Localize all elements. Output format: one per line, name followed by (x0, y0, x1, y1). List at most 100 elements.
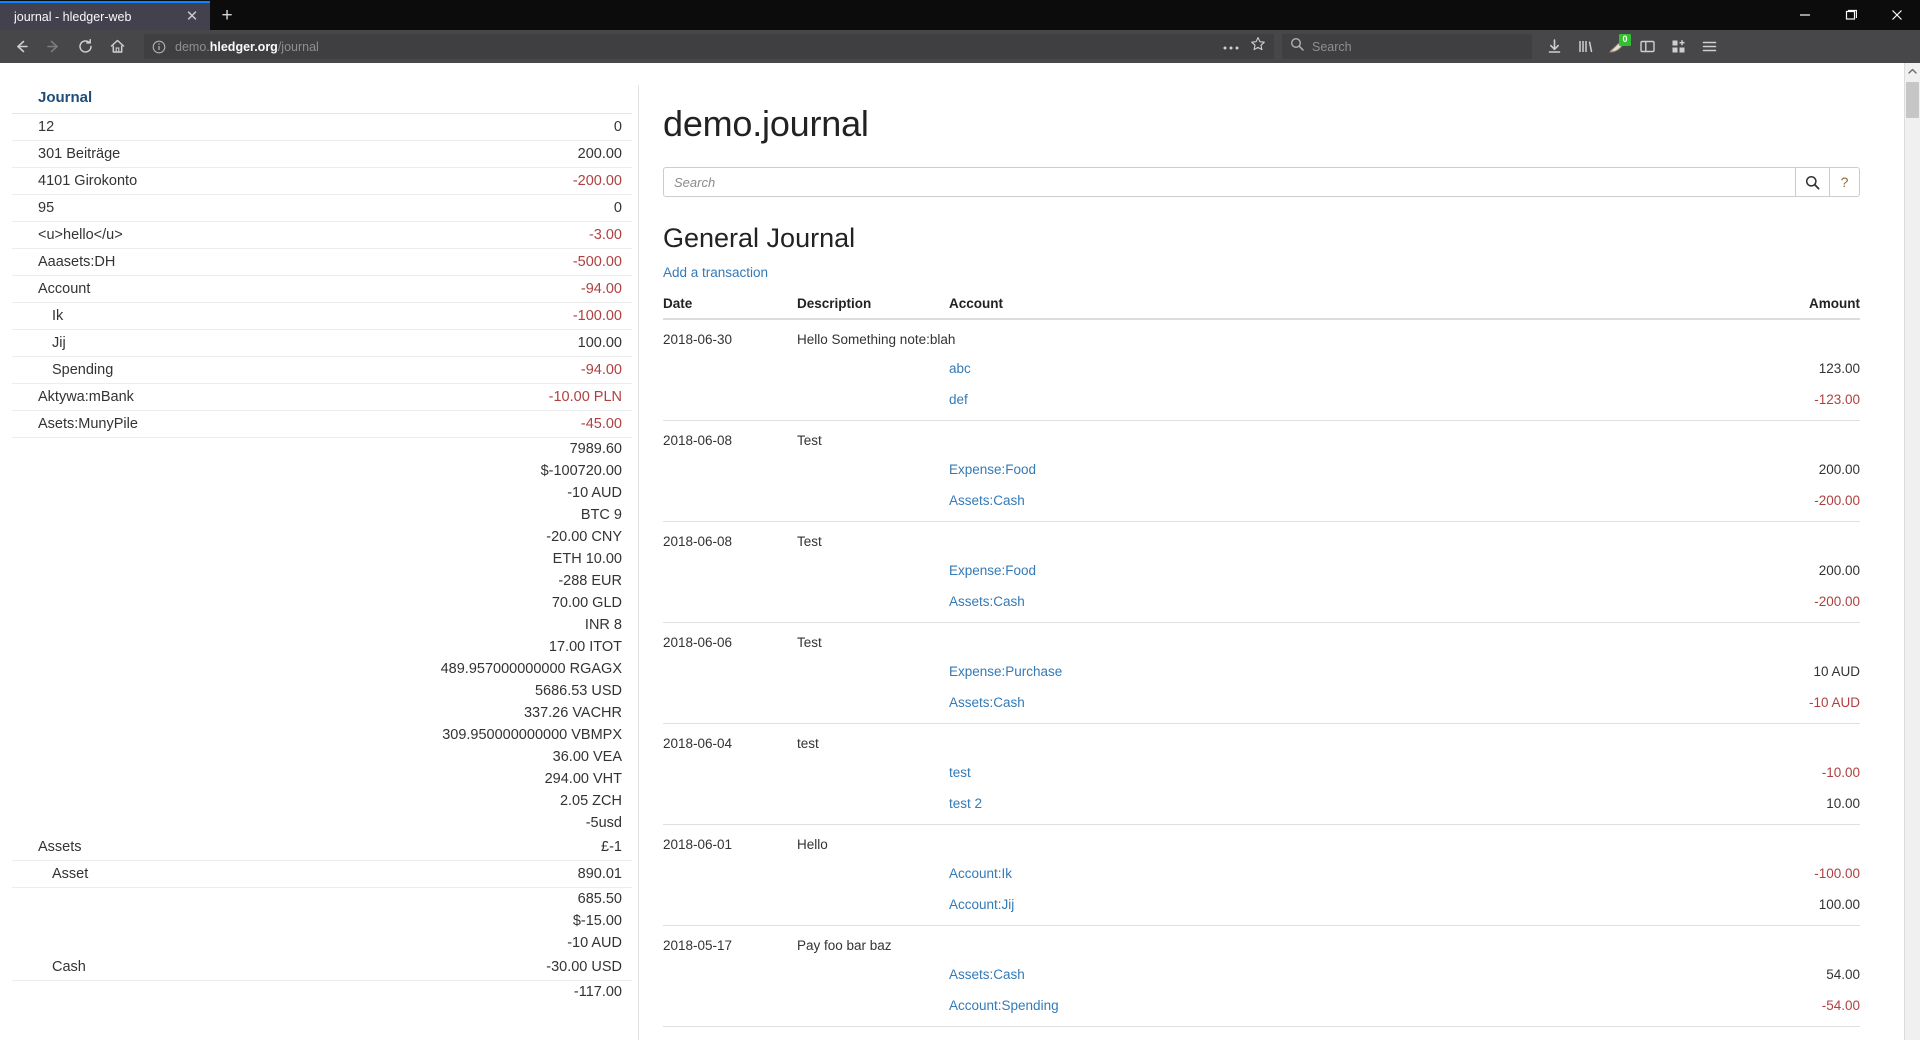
account-row[interactable]: Jij 100.00 (12, 329, 632, 357)
account-row[interactable]: $-100720.00 (12, 460, 632, 482)
posting-account-link[interactable]: Assets:Cash (949, 695, 1025, 710)
account-name[interactable]: 95 (12, 194, 270, 222)
posting-account-link[interactable]: Expense:Food (949, 462, 1037, 477)
account-row[interactable]: Asset 890.01 (12, 860, 632, 888)
account-row[interactable]: 4101 Girokonto -200.00 (12, 167, 632, 195)
search-submit-button[interactable] (1796, 167, 1830, 197)
posting-account-link[interactable]: test (949, 765, 971, 780)
extension-icon[interactable]: 0 (1602, 33, 1631, 61)
posting-account-link[interactable]: Assets:Cash (949, 493, 1025, 508)
posting-row[interactable]: Assets:Cash -10 AUD (663, 687, 1860, 724)
account-row[interactable]: -10 AUD (12, 932, 632, 954)
account-row[interactable]: Account -94.00 (12, 275, 632, 303)
hamburger-menu-icon[interactable] (1695, 33, 1724, 61)
table-row[interactable]: 2018-06-04 test (663, 724, 1860, 758)
account-name[interactable]: 12 (12, 113, 270, 141)
account-row[interactable]: -20.00 CNY (12, 526, 632, 548)
account-row[interactable]: Asets:MunyPile -45.00 (12, 410, 632, 438)
account-row[interactable]: Assets £-1 (12, 834, 632, 861)
account-row[interactable]: 5686.53 USD (12, 680, 632, 702)
account-row[interactable]: Aaasets:DH -500.00 (12, 248, 632, 276)
posting-row[interactable]: Expense:Food 200.00 (663, 555, 1860, 586)
account-row[interactable]: 70.00 GLD (12, 592, 632, 614)
account-row[interactable]: -10 AUD (12, 482, 632, 504)
posting-account-link[interactable]: Expense:Purchase (949, 664, 1063, 679)
account-name[interactable]: Account (12, 275, 270, 303)
ellipsis-icon[interactable] (1222, 38, 1240, 56)
search-input[interactable] (663, 167, 1796, 197)
posting-row[interactable]: Account:Jij 100.00 (663, 889, 1860, 926)
account-row[interactable]: -288 EUR (12, 570, 632, 592)
posting-account-link[interactable]: Assets:Cash (949, 967, 1025, 982)
table-row[interactable]: 2018-06-01 Hello (663, 825, 1860, 859)
reload-icon[interactable] (70, 33, 100, 61)
account-row[interactable]: 301 Beiträge 200.00 (12, 140, 632, 168)
table-row[interactable]: 2018-05-17 Pay foo bar baz (663, 926, 1860, 960)
posting-row[interactable]: Assets:Cash -200.00 (663, 485, 1860, 522)
library-icon[interactable] (1571, 33, 1600, 61)
account-row[interactable]: INR 8 (12, 614, 632, 636)
scrollbar-thumb[interactable] (1906, 82, 1919, 118)
posting-row[interactable]: test 2 10.00 (663, 788, 1860, 825)
posting-account-link[interactable]: Expense:Food (949, 563, 1037, 578)
posting-account-link[interactable]: test 2 (949, 796, 983, 811)
account-row[interactable]: $-15.00 (12, 910, 632, 932)
table-row[interactable]: 2018-05-17asdfadf (663, 1027, 1860, 1040)
account-row[interactable]: BTC 9 (12, 504, 632, 526)
account-name[interactable]: Assets (12, 834, 270, 861)
posting-row[interactable]: Account:Ik -100.00 (663, 858, 1860, 889)
page-scrollbar[interactable] (1904, 63, 1920, 1040)
posting-row[interactable]: Expense:Purchase 10 AUD (663, 656, 1860, 687)
browser-tab-journal[interactable]: journal - hledger-web ✕ (0, 1, 210, 30)
account-row[interactable]: 685.50 (12, 888, 632, 911)
posting-row[interactable]: Account:Spending -54.00 (663, 990, 1860, 1027)
account-row[interactable]: -117.00 (12, 981, 632, 1004)
account-row[interactable]: 2.05 ZCH (12, 790, 632, 812)
posting-row[interactable]: abc 123.00 (663, 353, 1860, 384)
forward-arrow-icon[interactable] (38, 33, 68, 61)
table-row[interactable]: 2018-06-08 Test (663, 522, 1860, 556)
sidebar-icon[interactable] (1633, 33, 1662, 61)
account-row[interactable]: <u>hello</u> -3.00 (12, 221, 632, 249)
account-row[interactable]: Spending -94.00 (12, 356, 632, 384)
posting-row[interactable]: test -10.00 (663, 757, 1860, 788)
accounts-table-header[interactable]: Journal (12, 84, 632, 114)
account-name[interactable]: Spending (12, 356, 270, 384)
table-row[interactable]: 2018-06-06 Test (663, 623, 1860, 657)
posting-account-link[interactable]: abc (949, 361, 971, 376)
close-icon[interactable]: ✕ (185, 8, 199, 25)
browser-search-bar[interactable]: Search (1282, 34, 1532, 59)
account-row[interactable]: 12 0 (12, 113, 632, 141)
posting-account-link[interactable]: Account:Ik (949, 866, 1013, 881)
account-row[interactable]: 17.00 ITOT (12, 636, 632, 658)
downloads-icon[interactable] (1540, 33, 1569, 61)
posting-account-link[interactable]: Account:Jij (949, 897, 1015, 912)
account-row[interactable]: ETH 10.00 (12, 548, 632, 570)
account-name[interactable]: Asets:MunyPile (12, 410, 270, 438)
table-row[interactable]: 2018-06-30 Hello Something note:blah (663, 319, 1860, 353)
account-name[interactable]: <u>hello</u> (12, 221, 270, 249)
address-bar[interactable]: demo.hledger.org/journal (144, 34, 1274, 59)
account-row[interactable]: 95 0 (12, 194, 632, 222)
account-row[interactable]: 294.00 VHT (12, 768, 632, 790)
account-row[interactable]: 489.957000000000 RGAGX (12, 658, 632, 680)
account-name[interactable]: Asset (12, 860, 270, 888)
posting-row[interactable]: Assets:Cash 54.00 (663, 959, 1860, 990)
home-icon[interactable] (102, 33, 132, 61)
account-name[interactable]: 4101 Girokonto (12, 167, 270, 195)
add-transaction-link[interactable]: Add a transaction (663, 265, 769, 280)
extensions-grid-icon[interactable] (1664, 33, 1693, 61)
close-icon[interactable] (1874, 0, 1920, 30)
account-row[interactable]: 309.950000000000 VBMPX (12, 724, 632, 746)
account-name[interactable]: Cash (12, 954, 270, 981)
minimize-icon[interactable] (1782, 0, 1828, 30)
account-row[interactable]: -5usd (12, 812, 632, 834)
account-row[interactable]: Aktywa:mBank -10.00 PLN (12, 383, 632, 411)
info-circle-icon[interactable] (152, 40, 166, 54)
posting-row[interactable]: def -123.00 (663, 384, 1860, 421)
account-row[interactable]: 7989.60 (12, 438, 632, 461)
posting-row[interactable]: Assets:Cash -200.00 (663, 586, 1860, 623)
account-row[interactable]: Ik -100.00 (12, 302, 632, 330)
search-help-button[interactable]: ? (1830, 167, 1860, 197)
posting-account-link[interactable]: Assets:Cash (949, 594, 1025, 609)
